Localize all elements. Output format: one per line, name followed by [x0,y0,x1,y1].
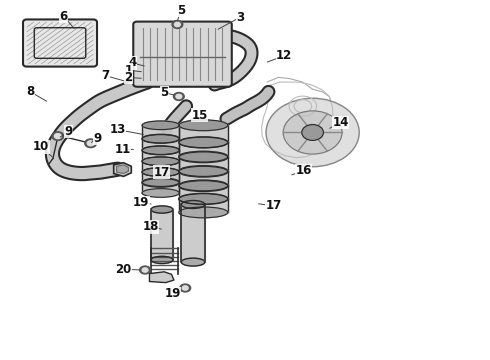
Text: 19: 19 [164,287,181,300]
Ellipse shape [142,121,179,130]
Ellipse shape [179,180,228,191]
Ellipse shape [142,135,179,143]
Text: 13: 13 [109,123,126,136]
Circle shape [174,22,180,27]
Circle shape [176,94,182,99]
Ellipse shape [142,157,179,166]
Ellipse shape [151,256,173,264]
Text: 19: 19 [133,196,149,209]
Text: 16: 16 [295,165,312,177]
Text: 7: 7 [101,69,109,82]
Circle shape [87,141,94,146]
Bar [142,139,179,150]
Bar [142,183,179,193]
Circle shape [182,286,188,290]
Circle shape [142,268,148,272]
Text: 9: 9 [93,132,101,145]
Polygon shape [149,272,174,283]
Circle shape [302,125,323,140]
Circle shape [54,134,61,139]
Circle shape [85,139,97,148]
Text: 17: 17 [153,166,170,179]
Ellipse shape [179,207,228,218]
FancyBboxPatch shape [133,22,232,87]
Ellipse shape [179,194,228,204]
Text: 12: 12 [276,49,293,62]
Ellipse shape [179,181,228,192]
Ellipse shape [142,168,179,176]
Bar [151,210,173,260]
Ellipse shape [179,151,228,162]
Ellipse shape [142,134,179,143]
Text: 11: 11 [114,143,131,156]
Circle shape [140,266,150,274]
Bar [179,142,228,157]
Bar [142,172,179,182]
Ellipse shape [142,179,179,187]
Text: 5: 5 [161,86,169,99]
Ellipse shape [142,146,179,154]
Circle shape [52,132,64,140]
Text: 14: 14 [332,116,349,129]
Bar [142,150,179,161]
Polygon shape [114,163,131,176]
Bar [142,125,179,139]
Ellipse shape [142,168,179,176]
Ellipse shape [151,206,173,213]
Ellipse shape [181,258,205,266]
Text: 10: 10 [33,140,49,153]
Ellipse shape [179,166,228,176]
Ellipse shape [179,137,228,148]
Bar [181,204,205,262]
Ellipse shape [142,178,179,186]
Bar [179,125,228,143]
FancyBboxPatch shape [23,19,97,67]
Text: 9: 9 [65,125,73,138]
Bar [179,157,228,172]
Text: 4: 4 [128,57,136,69]
Text: 8: 8 [26,85,34,98]
Bar [179,171,228,186]
Text: 1: 1 [124,64,132,77]
Text: 3: 3 [236,11,244,24]
Text: 5: 5 [177,4,185,17]
Circle shape [172,21,183,28]
Circle shape [283,111,342,154]
Ellipse shape [142,189,179,197]
Ellipse shape [179,193,228,204]
Polygon shape [117,165,128,174]
Bar [179,199,228,212]
Text: 17: 17 [265,199,282,212]
Text: 15: 15 [192,109,208,122]
Bar [142,161,179,172]
Ellipse shape [179,120,228,131]
Ellipse shape [142,146,179,155]
Ellipse shape [179,166,228,177]
Circle shape [180,284,191,292]
Ellipse shape [179,152,228,163]
Ellipse shape [179,137,228,148]
Circle shape [173,93,184,100]
Ellipse shape [142,157,179,166]
Text: 20: 20 [115,263,132,276]
Bar [179,185,228,199]
Text: 6: 6 [60,10,68,23]
Circle shape [266,98,359,167]
Text: 2: 2 [124,71,132,84]
Text: 18: 18 [143,220,159,233]
Ellipse shape [181,201,205,208]
